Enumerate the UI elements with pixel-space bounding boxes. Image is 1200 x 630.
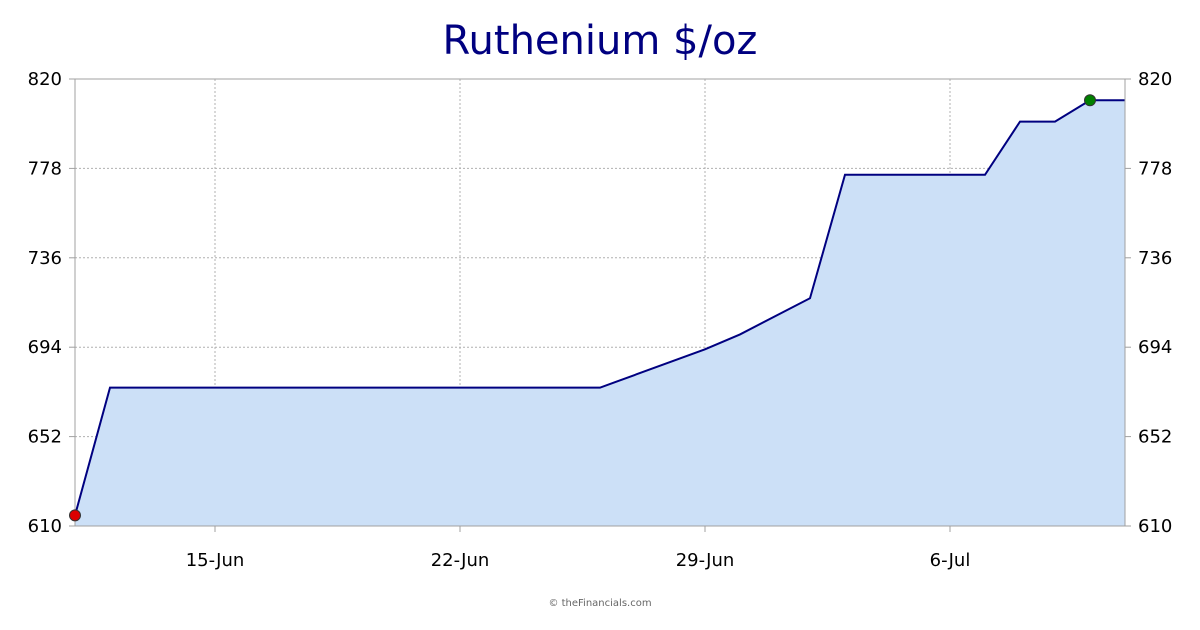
- y-tick-label-right: 736: [1138, 248, 1172, 269]
- series-area-fill: [75, 100, 1125, 527]
- series-line: [74, 99, 1125, 516]
- y-tick-label-right: 820: [1138, 69, 1172, 90]
- tick-layer: 610 610 652 652 694 694 736 736 778 778 820 820 15-J…: [28, 69, 1173, 571]
- x-tick-label: 22-Jun: [431, 550, 490, 571]
- y-tick-label-left: 820: [28, 69, 62, 90]
- y-tick-label-right: 778: [1138, 158, 1172, 179]
- y-tick-label-left: 736: [28, 248, 62, 269]
- axis-layer: [69, 78, 1131, 532]
- start-point-marker: [69, 509, 81, 522]
- y-tick-label-right: 652: [1138, 427, 1172, 448]
- y-tick-label-left: 610: [28, 516, 62, 537]
- chart-title: Ruthenium $/oz: [442, 18, 758, 64]
- y-tick-label-left: 694: [28, 337, 62, 358]
- x-tick-label: 15-Jun: [186, 550, 245, 571]
- x-tick-label: 6-Jul: [930, 550, 971, 571]
- y-tick-label-left: 652: [28, 427, 62, 448]
- end-point-marker: [1084, 94, 1096, 107]
- y-tick-label-right: 694: [1138, 337, 1172, 358]
- y-tick-label-left: 778: [28, 158, 62, 179]
- x-tick-label: 29-Jun: [676, 550, 735, 571]
- area-layer: [74, 99, 1125, 527]
- y-tick-label-right: 610: [1138, 516, 1172, 537]
- copyright-footer: © theFinancials.com: [548, 598, 652, 609]
- plot-frame: [74, 78, 1126, 527]
- marker-layer: [69, 94, 1096, 522]
